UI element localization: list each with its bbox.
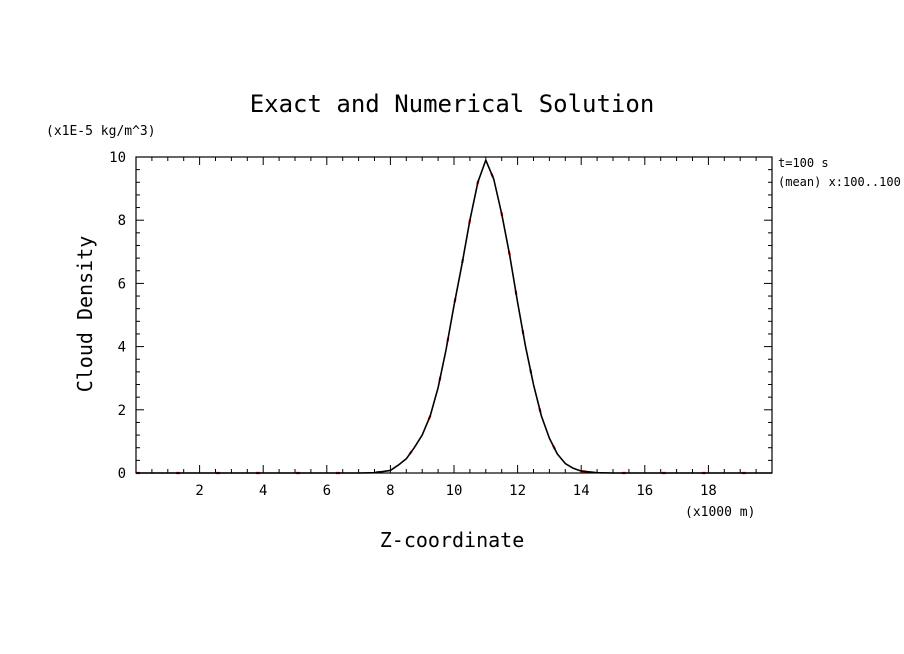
plot-frame (135, 156, 773, 474)
y-axis-label: Cloud Density (73, 236, 97, 393)
x-tick-label: 2 (195, 483, 203, 499)
x-tick-label: 8 (386, 483, 394, 499)
x-tick-label: 12 (509, 483, 526, 499)
chart-title: Exact and Numerical Solution (250, 90, 655, 118)
y-tick-label: 8 (118, 213, 126, 229)
y-tick-label: 2 (118, 403, 126, 419)
x-tick-label: 14 (573, 483, 590, 499)
y-tick-label: 10 (109, 150, 126, 166)
x-tick-label: 16 (636, 483, 653, 499)
x-unit-label: (x1000 m) (685, 505, 755, 520)
y-tick-label: 4 (118, 340, 126, 356)
y-tick-label: 0 (118, 466, 126, 482)
annotation-time: t=100 s (778, 156, 829, 170)
series-line-exact (136, 159, 772, 474)
y-unit-label: (x1E-5 kg/m^3) (46, 124, 156, 139)
x-axis-label: Z-coordinate (380, 528, 525, 552)
series-line-numerical (136, 159, 772, 475)
x-tick-label: 6 (323, 483, 331, 499)
x-tick-label: 18 (700, 483, 717, 499)
x-tick-label: 10 (446, 483, 463, 499)
x-tick-label: 4 (259, 483, 267, 499)
y-tick-label: 6 (118, 276, 126, 292)
annotation-mean: (mean) x:100..100 (778, 175, 901, 189)
